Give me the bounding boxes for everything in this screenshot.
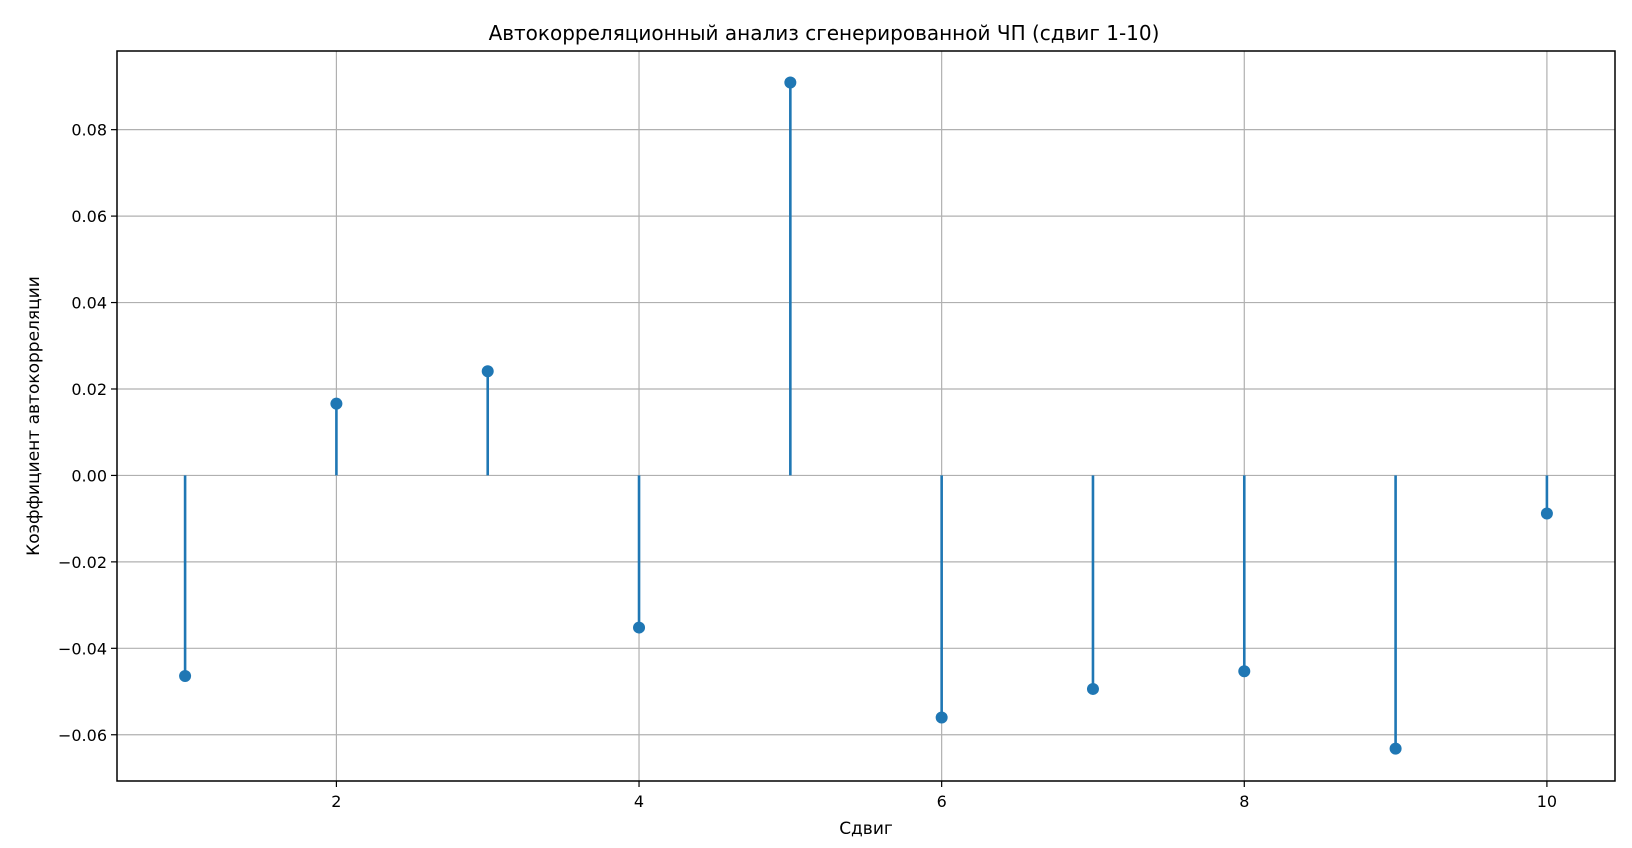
x-tick-label: 2 (331, 792, 341, 811)
y-axis-label: Коэффициент автокорреляции (24, 276, 44, 556)
y-tick-label: 0.04 (71, 294, 107, 313)
stem-marker (1238, 665, 1251, 678)
stem-marker (1540, 507, 1553, 520)
y-tick-label: −0.02 (58, 553, 107, 572)
plot-frame (116, 50, 1616, 782)
y-tick-label: −0.04 (58, 639, 107, 658)
y-tick-label: 0.08 (71, 121, 107, 140)
x-tick-label: 10 (1537, 792, 1557, 811)
stem-marker (935, 711, 948, 724)
stem-marker (1086, 682, 1099, 695)
stem-marker (784, 76, 797, 89)
y-axis-ticks: −0.06 −0.04 −0.02 0.00 0.02 0.04 0.06 0.08 (58, 121, 117, 745)
x-axis-ticks: 2 4 6 8 10 (331, 781, 1557, 811)
y-tick-label: 0.02 (71, 380, 107, 399)
chart-title: Автокорреляционный анализ сгенерированно… (489, 21, 1160, 45)
x-tick-label: 4 (634, 792, 644, 811)
stem-layer (183, 82, 1549, 749)
stem-marker (481, 365, 494, 378)
stem-marker (330, 397, 343, 410)
x-tick-label: 8 (1239, 792, 1249, 811)
x-tick-label: 6 (937, 792, 947, 811)
y-tick-label: 0.06 (71, 207, 107, 226)
x-axis-label: Сдвиг (839, 819, 893, 839)
stem-marker (633, 621, 646, 634)
marker-layer (179, 76, 1553, 755)
stem-marker (179, 669, 192, 682)
grid-layer (117, 51, 1615, 781)
y-tick-label: −0.06 (58, 726, 107, 745)
stem-marker (1389, 742, 1402, 755)
y-tick-label: 0.00 (71, 466, 107, 485)
